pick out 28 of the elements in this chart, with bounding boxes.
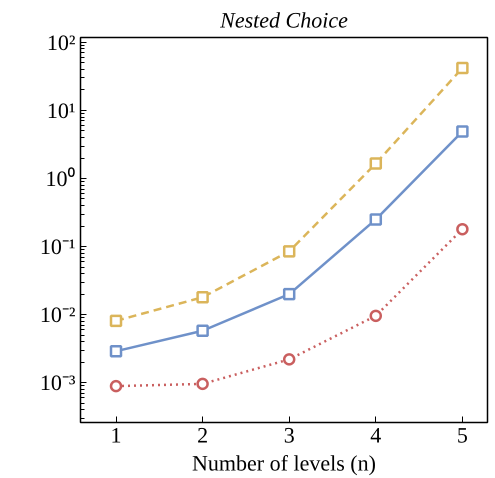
y-tick-label: 10⁻¹	[40, 234, 76, 260]
x-tick-label: 2	[197, 422, 208, 448]
y-tick-label: 10⁻²	[40, 302, 76, 328]
x-tick-label: 3	[284, 422, 295, 448]
chart-title: Nested Choice	[219, 8, 348, 32]
x-tick-label: 5	[456, 422, 468, 448]
y-tick-label: 10⁰	[46, 166, 76, 192]
point	[110, 344, 122, 358]
point	[282, 353, 296, 366]
point	[370, 213, 382, 226]
point	[370, 157, 382, 170]
point	[196, 378, 209, 390]
point	[370, 310, 382, 322]
point	[456, 62, 469, 74]
point	[282, 288, 296, 300]
x-tick-label: 1	[110, 422, 122, 448]
point	[456, 222, 469, 236]
point	[110, 380, 122, 392]
x-tick-label: 4	[370, 422, 382, 448]
x-axis-title: Number of levels (n)	[192, 450, 376, 476]
point	[282, 245, 296, 258]
y-tick-label: 10²	[46, 30, 76, 55]
y-tick-label: 10¹	[46, 98, 76, 123]
point	[456, 125, 469, 138]
point	[196, 291, 209, 304]
y-tick-label: 10⁻³	[40, 370, 76, 396]
point	[110, 314, 122, 328]
point	[196, 324, 209, 337]
